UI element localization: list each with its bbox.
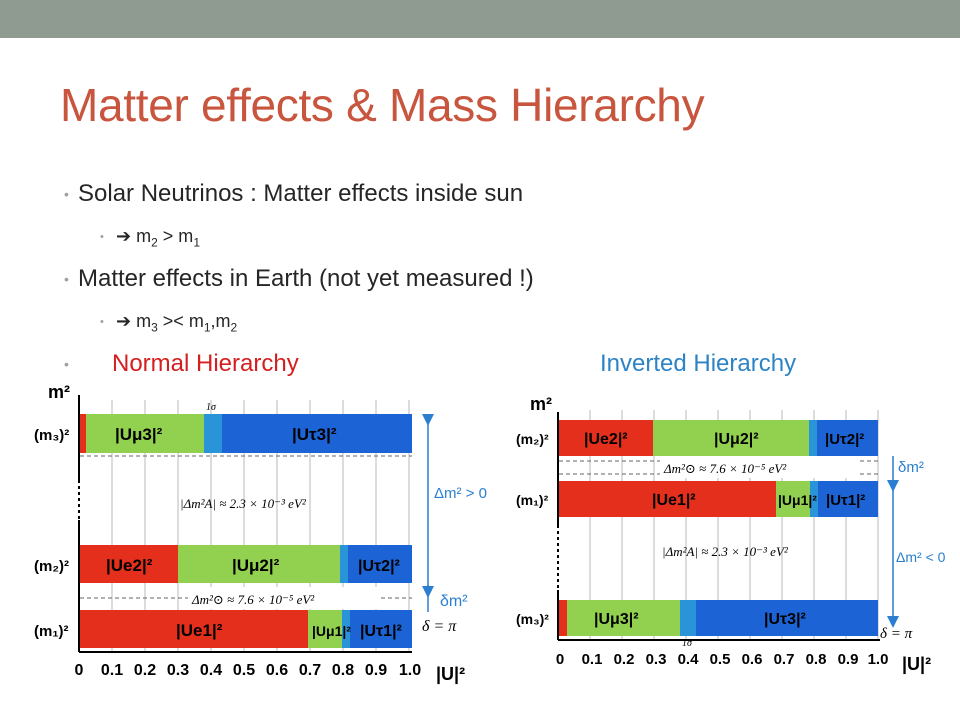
inverted-m3-label: (m₃)²	[516, 611, 549, 627]
inverted-m1-label: (m₁)²	[516, 492, 549, 508]
bullet-text: Solar Neutrinos : Matter effects inside …	[78, 180, 524, 207]
normal-big-label: Δm² > 0	[434, 485, 487, 502]
normal-m2-bar: |Ue2|² |Uμ2|² |Uτ2|²	[80, 545, 412, 583]
inverted-m1-e-label: |Ue1|²	[652, 492, 696, 509]
inverted-big-label: Δm² < 0	[896, 549, 946, 565]
tick-label: 0.3	[646, 651, 667, 668]
tick-label: 0.3	[167, 662, 189, 679]
tick-label: 0.4	[200, 662, 222, 679]
inverted-m1-mu-label: |Uμ1|²	[778, 492, 817, 508]
normal-small-label: δm²	[440, 593, 468, 610]
normal-m1-e-label: |Ue1|²	[176, 621, 223, 640]
bullet-dot: •	[64, 271, 69, 287]
inverted-x-ticks: 0 0.1 0.2 0.3 0.4 0.5 0.6 0.7 0.8 0.9 1.…	[556, 651, 889, 668]
bullet-dot: •	[100, 231, 104, 243]
bullet-dot: •	[100, 316, 104, 328]
tick-label: 0.6	[266, 662, 288, 679]
inverted-y-label: m²	[530, 394, 552, 414]
inverted-m3-mu-label: |Uμ3|²	[594, 611, 639, 628]
normal-m1-label: (m₁)²	[34, 623, 69, 640]
normal-m2-e-label: |Ue2|²	[106, 556, 153, 575]
inverted-m2-mu-label: |Uμ2|²	[714, 431, 759, 448]
inverted-m2-label: (m₂)²	[516, 431, 549, 447]
inverted-sol-label: Δm²⊙ ≈ 7.6 × 10⁻⁵ eV²	[663, 461, 787, 476]
tick-label: 1.0	[868, 651, 889, 668]
normal-m1-mu-label: |Uμ1|²	[312, 623, 351, 639]
inverted-delta-label: δ = π	[880, 626, 913, 642]
bullet-earth-matter: • Matter effects in Earth (not yet measu…	[64, 265, 534, 293]
normal-m3-mu-label: |Uμ3|²	[115, 425, 163, 444]
inverted-m2-e-label: |Ue2|²	[584, 431, 628, 448]
tick-label: 0.6	[742, 651, 763, 668]
inverted-x-axis-label: |U|²	[902, 654, 931, 674]
inverted-small-label: δm²	[898, 459, 924, 476]
normal-sigma-label: 1σ	[206, 402, 217, 413]
tick-label: 0.4	[678, 651, 700, 668]
arrow-icon: ➔	[116, 226, 132, 246]
normal-x-axis-label: |U|²	[436, 664, 465, 684]
tick-label: 1.0	[399, 662, 421, 679]
tick-label: 0	[75, 662, 84, 679]
inverted-m2-bar: |Ue2|² |Uμ2|² |Uτ2|²	[559, 420, 878, 456]
normal-m2-label: (m₂)²	[34, 558, 69, 575]
inverted-hierarchy-label: Inverted Hierarchy	[600, 350, 797, 377]
bullet-text: Matter effects in Earth (not yet measure…	[78, 265, 534, 292]
normal-m2-mu-label: |Uμ2|²	[232, 556, 280, 575]
normal-m2-tau-label: |Uτ2|²	[358, 558, 400, 575]
normal-m3-bar: |Uμ3|² |Uτ3|² 1σ	[80, 402, 412, 453]
inverted-sigma-label: 1σ	[682, 638, 693, 649]
normal-m3-tau-label: |Uτ3|²	[292, 425, 337, 444]
normal-sol-label: Δm²⊙ ≈ 7.6 × 10⁻⁵ eV²	[191, 592, 315, 607]
bullet-hierarchy-labels: • Normal Hierarchy Inverted Hierarchy	[64, 350, 878, 380]
tick-label: 0.7	[299, 662, 321, 679]
tick-label: 0.8	[332, 662, 354, 679]
tick-label: 0.5	[233, 662, 255, 679]
inverted-m1-tau-label: |Uτ1|²	[826, 492, 865, 509]
inverted-m3-tau-label: |Uτ3|²	[764, 611, 806, 628]
tick-label: 0.8	[806, 651, 827, 668]
tick-label: 0	[556, 651, 564, 668]
inverted-atm-label: |Δm²A| ≈ 2.3 × 10⁻³ eV²	[662, 544, 789, 559]
normal-m1-tau-label: |Uτ1|²	[360, 623, 402, 640]
normal-m3-label: (m₃)²	[34, 427, 69, 444]
normal-x-ticks: 0 0.1 0.2 0.3 0.4 0.5 0.6 0.7 0.8 0.9 1.…	[75, 662, 422, 679]
inverted-m3-bar: |Uμ3|² |Uτ3|² 1σ	[559, 600, 878, 649]
normal-y-label: m²	[48, 382, 70, 402]
tick-label: 0.9	[365, 662, 387, 679]
bullet-dot: •	[64, 186, 69, 202]
sub-bullet-m3-vs-m1m2: • ➔ m3 >< m1,m2	[100, 311, 238, 335]
tick-label: 0.1	[582, 651, 603, 668]
tick-label: 0.5	[710, 651, 731, 668]
normal-hierarchy-label: Normal Hierarchy	[112, 350, 299, 377]
inverted-m1-bar: |Ue1|² |Uμ1|² |Uτ1|²	[559, 481, 878, 517]
tick-label: 0.2	[614, 651, 635, 668]
tick-label: 0.2	[134, 662, 156, 679]
slide-title: Matter effects & Mass Hierarchy	[60, 79, 705, 131]
arrow-icon: ➔	[116, 311, 132, 331]
sub-bullet-m2-gt-m1: • ➔ m2 > m1	[100, 226, 200, 250]
top-accent-bar	[0, 0, 960, 38]
tick-label: 0.7	[774, 651, 795, 668]
bullet-solar-neutrinos: • Solar Neutrinos : Matter effects insid…	[64, 180, 524, 208]
normal-atm-label: |Δm²A| ≈ 2.3 × 10⁻³ eV²	[180, 496, 307, 511]
bullet-dot: •	[64, 356, 69, 372]
normal-m1-bar: |Ue1|² |Uμ1|² |Uτ1|²	[80, 610, 412, 648]
inverted-m2-tau-label: |Uτ2|²	[825, 431, 864, 448]
tick-label: 0.1	[101, 662, 123, 679]
normal-delta-label: δ = π	[422, 618, 457, 635]
tick-label: 0.9	[838, 651, 859, 668]
